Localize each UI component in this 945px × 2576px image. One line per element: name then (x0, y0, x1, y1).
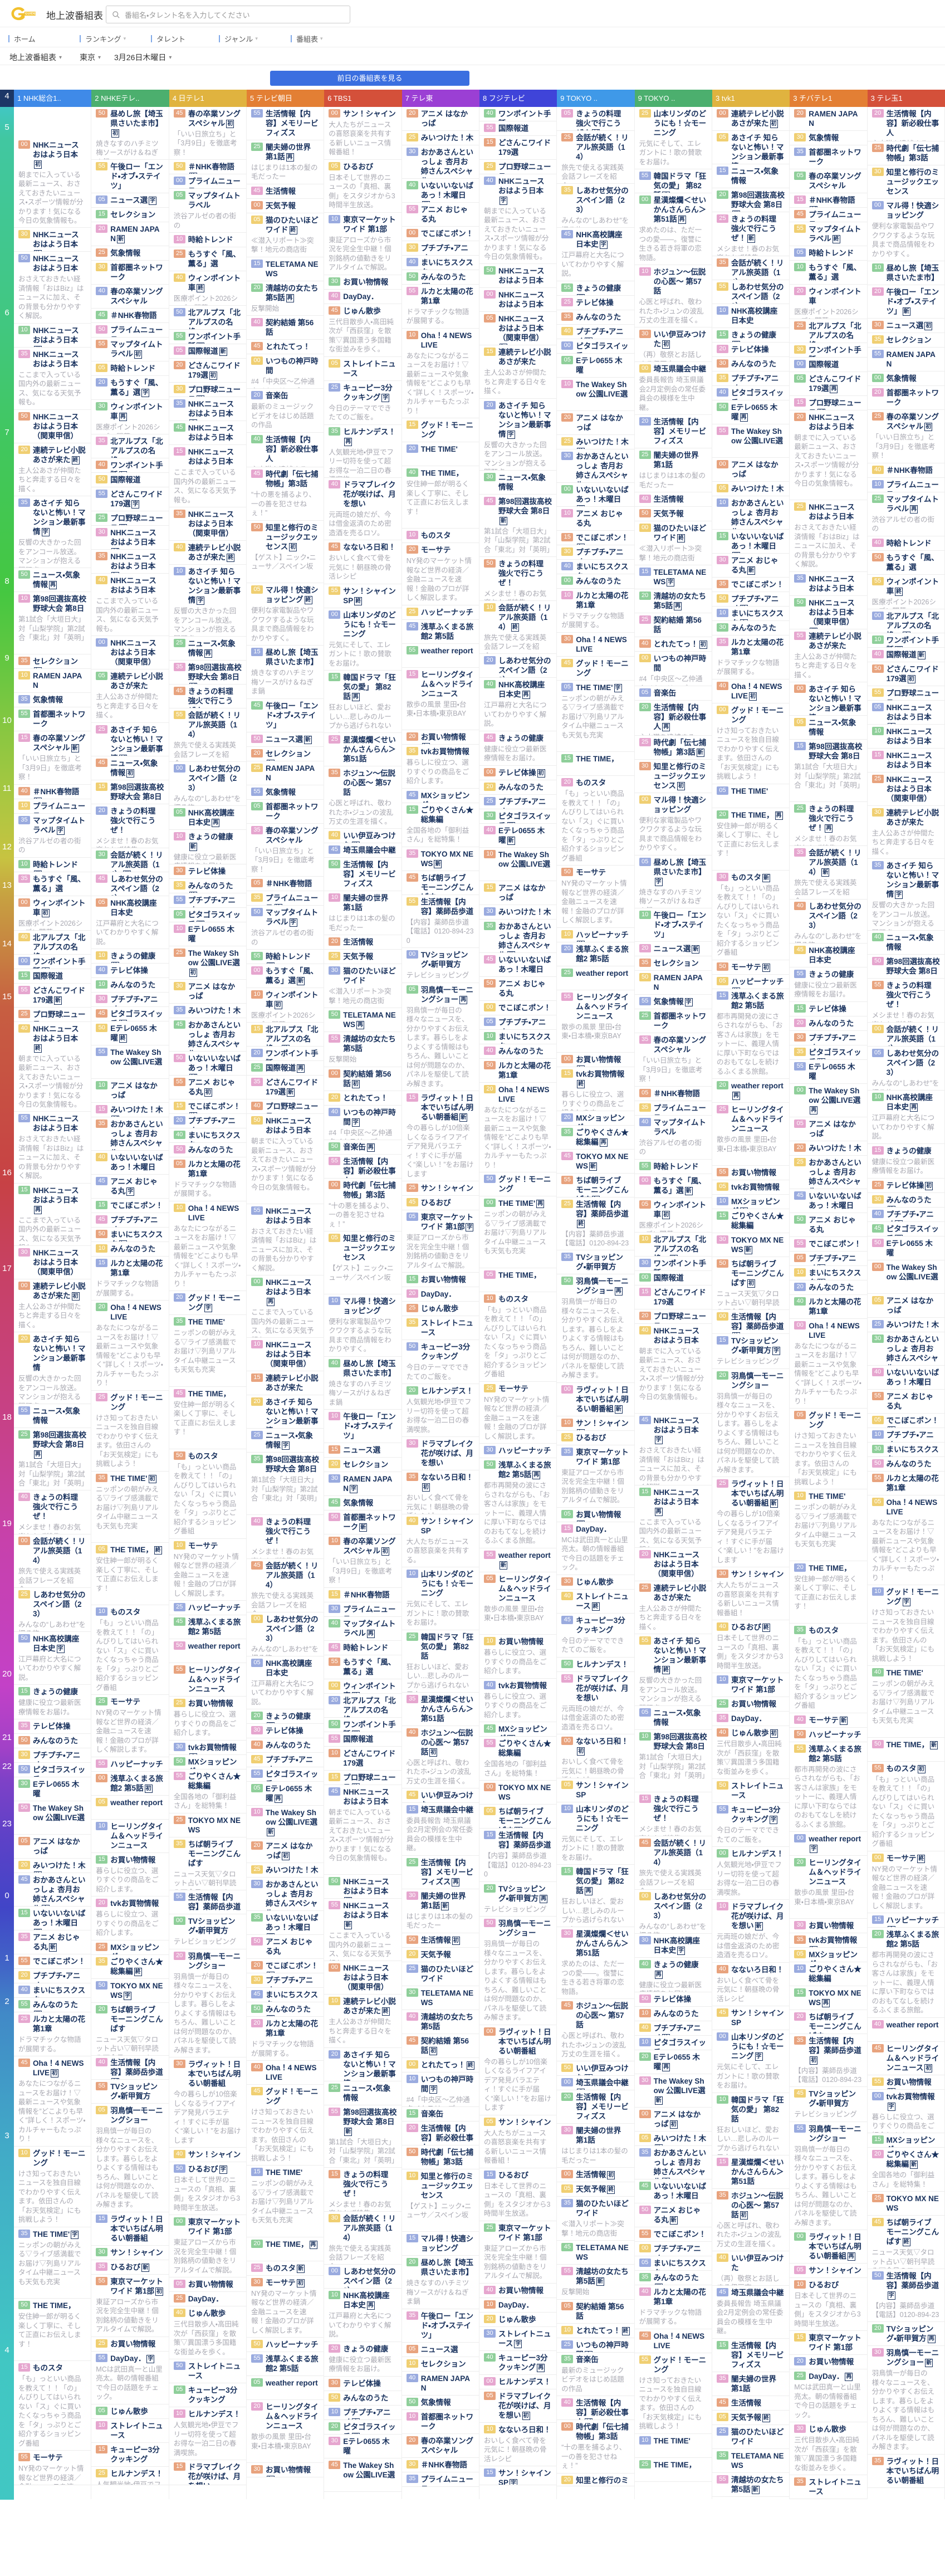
svg-text:GUIDE: GUIDE (25, 12, 36, 16)
